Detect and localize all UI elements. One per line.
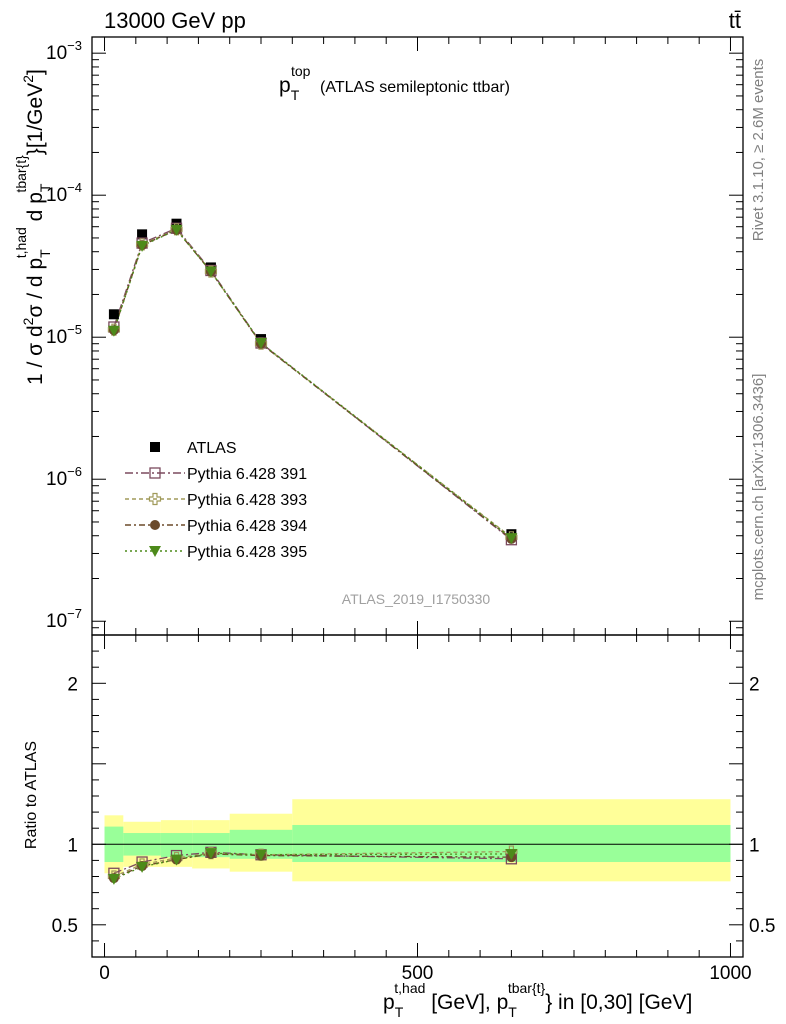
rivet-label: Rivet 3.1.10, ≥ 2.6M events — [750, 59, 767, 242]
series-line — [113, 229, 512, 540]
ratio-axis-label: Ratio to ATLAS — [23, 741, 40, 849]
x-tick-label: 500 — [402, 963, 434, 984]
x-tick-label: 0 — [99, 963, 110, 984]
data-point-mc — [136, 240, 149, 252]
legend-label: Pythia 6.428 391 — [187, 466, 307, 483]
legend: ATLAS Pythia 6.428 391 Pythia 6.428 393 Pyt… — [125, 440, 307, 561]
mcplots-label: mcplots.cern.ch [arXiv:1306.3436] — [750, 374, 767, 601]
y-tick-label: 10−6 — [46, 464, 82, 490]
data-point-atlas — [137, 229, 148, 240]
ratio-line — [113, 850, 512, 878]
ratio-point — [204, 848, 217, 860]
data-point-mc — [107, 325, 120, 337]
ratio-uncertainty-bands — [92, 799, 743, 882]
series-line — [113, 227, 512, 541]
ratio-band-inner — [160, 833, 193, 858]
x-axis-label: pTt,had [GeV], pTtbar{t}} in [0,30] [GeV… — [383, 980, 692, 1020]
legend-marker — [148, 492, 162, 506]
ratio-point — [107, 873, 120, 885]
y-tick-label: 10−5 — [46, 322, 82, 348]
data-point-atlas — [108, 309, 119, 320]
y-tick-label: 10−4 — [46, 180, 82, 206]
ratio-line — [113, 853, 512, 879]
series-line — [113, 229, 512, 539]
data-point-mc — [505, 533, 518, 545]
x-tick-label: 1000 — [709, 963, 751, 984]
y-tick-label: 10−3 — [46, 38, 82, 64]
ratio-point — [170, 854, 183, 866]
legend-marker — [149, 467, 161, 479]
data-point-mc — [255, 338, 268, 350]
legend-label: Pythia 6.428 393 — [187, 492, 307, 509]
ratio-point — [505, 848, 518, 860]
ratio-point — [136, 861, 149, 873]
ratio-line — [113, 852, 512, 880]
data-point-mc — [204, 266, 217, 278]
process-label: tt̄ — [729, 8, 741, 33]
ratio-line — [113, 851, 512, 874]
legend-label: ATLAS — [187, 440, 237, 457]
ratio-y-tick-label: 1 — [67, 835, 78, 856]
ratio-point — [255, 849, 268, 861]
ratio-y-tick-label: 0.5 — [52, 916, 78, 937]
legend-label: Pythia 6.428 395 — [187, 544, 307, 561]
y-axis-label: 1 / σ d2σ / d pTt,had d pTtbar{t}}[1/GeV… — [13, 69, 53, 385]
legend-marker — [149, 546, 161, 557]
axes-layer: 10−7 10−6 10−5 10−4 10−3 0 500 1000 0.5 0.5 1 1 2 2 — [46, 36, 775, 984]
legend-label: Pythia 6.428 394 — [187, 518, 307, 535]
main-series-layer — [107, 218, 518, 546]
legend-marker — [150, 520, 160, 530]
ratio-y-tick-label-right: 2 — [749, 674, 760, 695]
svg-text:1 / σ d2σ / d pTt,had d pTtbar: 1 / σ d2σ / d pTt,had d pTtbar{t}}[1/GeV… — [13, 69, 53, 385]
ratio-y-tick-label-right: 0.5 — [749, 916, 775, 937]
y-tick-label: 10−7 — [46, 606, 82, 632]
ratio-y-tick-label: 2 — [67, 674, 78, 695]
plot-frame — [91, 634, 744, 958]
ratio-y-tick-label-right: 1 — [749, 835, 760, 856]
data-point-mc — [170, 224, 183, 236]
plot-title: pTtop(ATLAS semileptonic ttbar) — [279, 63, 510, 103]
ratio-series-layer — [107, 845, 518, 885]
analysis-id: ATLAS_2019_I1750330 — [342, 591, 491, 607]
legend-marker — [150, 442, 160, 452]
energy-label: 13000 GeV pp — [104, 8, 246, 33]
